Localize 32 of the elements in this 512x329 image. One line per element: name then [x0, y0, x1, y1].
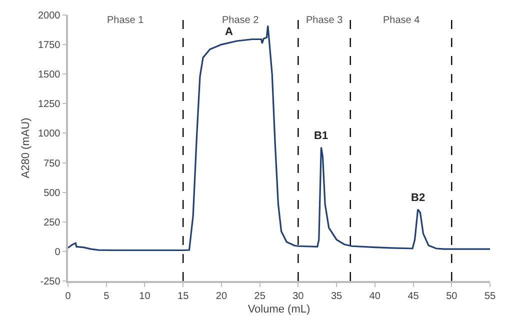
x-tick-label: 40: [369, 290, 381, 302]
annotation: Phase 2: [222, 15, 260, 26]
x-tick-label: 20: [216, 290, 228, 302]
x-tick-label: 25: [254, 290, 266, 302]
annotation: B2: [411, 192, 426, 204]
y-tick-label: 1500: [38, 70, 61, 81]
annotation: B1: [314, 130, 328, 142]
annotation: Phase 3: [306, 15, 344, 26]
x-tick-label: 55: [484, 290, 496, 302]
y-tick-label: 1750: [38, 40, 61, 52]
y-tick-label: -250: [40, 276, 61, 288]
y-tick-label: 250: [44, 217, 61, 228]
x-axis-title: Volume (mL): [248, 303, 310, 316]
x-tick-label: 45: [408, 290, 420, 302]
annotation: A: [225, 26, 233, 38]
annotation: Phase 1: [107, 15, 144, 26]
y-tick-label: 500: [44, 188, 61, 199]
annotation: Phase 4: [383, 15, 420, 26]
x-tick-label: 15: [178, 290, 190, 302]
y-tick-label: 0: [54, 246, 61, 258]
x-tick-label: 5: [104, 290, 110, 302]
y-tick-label: 1250: [38, 99, 61, 110]
y-axis-title: A280 (mAU): [20, 118, 32, 178]
y-tick-label: 1000: [38, 128, 61, 140]
x-tick-label: 0: [65, 290, 72, 302]
y-tick-label: 2000: [38, 10, 61, 22]
x-tick-label: 35: [330, 290, 343, 302]
line-series: [68, 24, 490, 252]
x-tick-label: 10: [139, 290, 151, 302]
x-tick-label: 30: [292, 290, 304, 302]
y-tick-label: 750: [44, 158, 61, 170]
x-tick-label: 50: [446, 290, 458, 302]
